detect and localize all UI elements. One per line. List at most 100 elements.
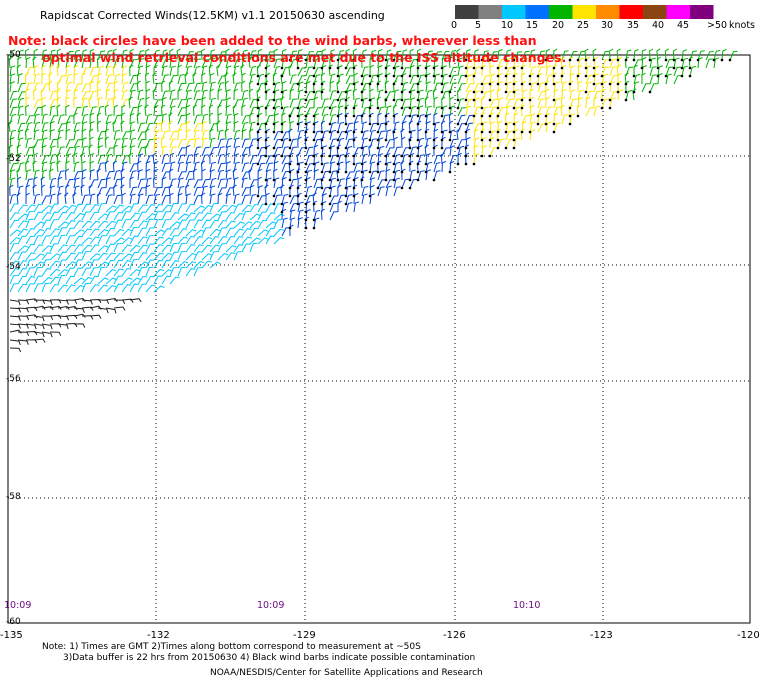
qc-circle: [368, 194, 372, 198]
qc-circle: [304, 226, 308, 230]
wind-barb: [89, 152, 95, 165]
wind-barb: [8, 144, 13, 157]
wind-barb: [120, 112, 126, 125]
wind-barb: [9, 177, 16, 189]
wind-barb: [65, 306, 78, 311]
wind-barb: [81, 97, 88, 109]
wind-barb: [401, 147, 410, 157]
qc-circle: [504, 146, 508, 150]
qc-circle: [392, 66, 396, 70]
wind-barb: [97, 154, 106, 165]
wind-barb: [121, 161, 128, 173]
wind-barb: [129, 145, 136, 157]
wind-barb: [16, 192, 21, 205]
wind-barb: [113, 211, 124, 221]
wind-barb: [345, 171, 355, 181]
wind-barb: [273, 153, 281, 165]
wind-barb: [456, 48, 461, 61]
qc-circle: [456, 58, 460, 62]
wind-barb: [65, 252, 76, 261]
wind-barb: [601, 66, 610, 77]
wind-barb: [241, 221, 253, 229]
qc-circle: [288, 194, 292, 198]
wind-barb: [121, 98, 130, 109]
wind-barb: [401, 98, 410, 109]
wind-barb: [280, 96, 285, 109]
wind-barb: [184, 72, 189, 85]
wind-barb: [457, 74, 466, 85]
wind-barb: [313, 74, 321, 85]
qc-circle: [528, 74, 532, 78]
wind-barb: [137, 220, 148, 229]
qc-circle: [720, 58, 724, 62]
wind-barb: [217, 169, 225, 181]
wind-barb: [560, 96, 566, 109]
qc-circle: [400, 154, 404, 158]
qc-circle: [688, 66, 692, 70]
qc-circle: [464, 146, 468, 150]
wind-barb: [49, 105, 56, 117]
wind-barb: [225, 57, 233, 69]
wind-barb: [41, 323, 53, 330]
qc-circle: [336, 178, 340, 182]
wind-barb: [209, 49, 216, 61]
wind-barb: [497, 120, 503, 133]
wind-barb: [153, 122, 162, 133]
wind-barb: [529, 121, 536, 133]
wind-barb: [177, 128, 183, 141]
wind-barb: [153, 49, 160, 61]
wind-barb: [481, 91, 490, 101]
qc-circle: [680, 74, 684, 78]
wind-barb: [64, 168, 70, 181]
wind-barb: [681, 57, 689, 69]
wind-barb: [441, 120, 446, 133]
wind-barb: [153, 252, 164, 261]
wind-barb: [57, 269, 69, 277]
qc-circle: [392, 114, 396, 118]
wind-barb: [33, 261, 45, 269]
wind-barb: [408, 120, 413, 133]
wind-barb: [345, 138, 354, 149]
wind-barb: [457, 107, 466, 117]
qc-circle: [296, 194, 300, 198]
wind-barb: [241, 153, 248, 165]
wind-barb: [313, 217, 320, 229]
wind-barb: [137, 261, 149, 269]
legend-label: 25: [577, 20, 590, 31]
qc-circle: [264, 202, 268, 206]
wind-barb: [9, 212, 20, 221]
wind-barb: [393, 104, 398, 117]
wind-barb: [113, 170, 121, 181]
wind-barb: [41, 155, 50, 165]
qc-circle: [480, 66, 484, 70]
wind-barb: [249, 242, 258, 253]
qc-circle: [440, 90, 444, 94]
wind-barb: [257, 146, 266, 157]
wind-barb: [57, 299, 69, 305]
wind-barb: [169, 235, 178, 245]
wind-barb: [145, 213, 157, 221]
wind-barb: [137, 283, 147, 293]
qc-circle: [272, 146, 276, 150]
wind-barb: [585, 74, 594, 85]
wind-barb: [249, 80, 254, 93]
wind-barb: [9, 251, 20, 261]
wind-barb: [569, 98, 577, 109]
wind-barb: [208, 104, 214, 117]
wind-barb: [257, 154, 266, 165]
wind-barb: [272, 72, 278, 85]
wind-barb: [313, 161, 320, 173]
wind-barb: [233, 112, 239, 125]
wind-barb: [112, 64, 117, 77]
wind-barb: [273, 177, 280, 189]
wind-barb: [113, 237, 125, 245]
qc-circle: [600, 98, 604, 102]
qc-circle: [680, 58, 684, 62]
wind-barb: [121, 260, 132, 269]
wind-barb: [161, 90, 169, 101]
wind-barb: [409, 146, 417, 157]
wind-barb: [33, 283, 42, 293]
wind-barb: [81, 137, 87, 149]
wind-barb: [465, 98, 474, 109]
wind-barb: [305, 107, 314, 117]
